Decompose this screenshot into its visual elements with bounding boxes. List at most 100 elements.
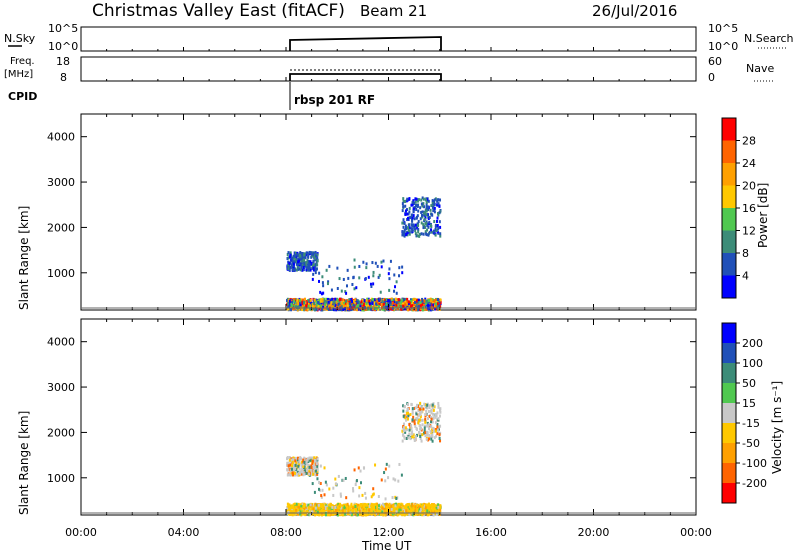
scatter-cell	[320, 292, 323, 296]
scatter-cell	[419, 434, 422, 438]
colorbar-segment	[722, 483, 736, 503]
scatter-cell	[439, 410, 442, 414]
scatter-cell	[313, 466, 316, 470]
scatter-cell	[433, 506, 436, 510]
scatter-cell	[417, 307, 420, 311]
scatter-cell	[326, 513, 329, 517]
scatter-cell	[292, 469, 295, 473]
scatter-cell	[292, 471, 295, 475]
scatter-cell	[424, 403, 427, 407]
scatter-cell	[385, 502, 388, 506]
scatter-cell	[350, 513, 353, 517]
scatter-cell	[417, 220, 420, 224]
scatter-cell	[357, 307, 360, 311]
scatter-cell	[300, 457, 303, 461]
scatter-cell	[313, 490, 316, 494]
scatter-cell	[403, 233, 406, 237]
scatter-cell	[399, 510, 402, 514]
colorbar-tick-label: -200	[742, 477, 767, 490]
scatter-cell	[427, 510, 430, 514]
scatter-cell	[300, 460, 303, 464]
scatter-cell	[373, 301, 376, 305]
scatter-cell	[397, 300, 400, 304]
scatter-cell	[291, 261, 294, 265]
scatter-cell	[317, 303, 320, 307]
scatter-cell	[293, 264, 296, 268]
scatter-cell	[406, 297, 409, 301]
scatter-cell	[301, 258, 304, 262]
scatter-cell	[376, 301, 379, 305]
scatter-cell	[359, 469, 362, 473]
scatter-cell	[419, 510, 422, 514]
scatter-cell	[293, 299, 296, 303]
scatter-cell	[430, 298, 433, 302]
scatter-cell	[321, 510, 324, 514]
scatter-cell	[311, 462, 314, 466]
scatter-cell	[372, 282, 375, 286]
scatter-cell	[434, 429, 437, 433]
scatter-cell	[371, 493, 374, 497]
scatter-cell	[300, 255, 303, 259]
scatter-cell	[432, 508, 435, 512]
scatter-cell	[377, 307, 380, 311]
scatter-cell	[294, 305, 297, 309]
scatter-cell	[292, 509, 295, 513]
scatter-cell	[287, 504, 290, 508]
scatter-cell	[436, 411, 439, 415]
nsky-label: N.Sky	[4, 32, 36, 45]
scatter-cell	[305, 268, 308, 272]
scatter-cell	[426, 213, 429, 217]
scatter-cell	[436, 224, 439, 228]
scatter-cell	[421, 196, 424, 200]
scatter-cell	[316, 512, 319, 516]
scatter-cell	[425, 503, 428, 507]
scatter-cell	[414, 232, 417, 236]
scatter-cell	[358, 505, 361, 509]
scatter-cell	[300, 507, 303, 511]
scatter-cell	[287, 507, 290, 511]
scatter-cell	[311, 459, 314, 463]
scatter-cell	[307, 463, 310, 467]
scatter-cell	[431, 510, 434, 514]
velocity-colorbar-label: Velocity [m s⁻¹]	[770, 381, 784, 474]
scatter-cell	[298, 457, 301, 461]
scatter-cell	[415, 299, 418, 303]
scatter-cell	[305, 460, 308, 464]
scatter-cell	[357, 299, 360, 303]
scatter-cell	[427, 423, 430, 427]
scatter-cell	[430, 504, 433, 508]
scatter-cell	[291, 263, 294, 267]
scatter-cell	[286, 506, 289, 510]
nsky-panel: N.Sky 10^5 10^0 10^5 10^0 N.Search	[4, 22, 794, 53]
scatter-cell	[394, 302, 397, 306]
scatter-cell	[286, 457, 289, 461]
scatter-cell	[316, 259, 319, 263]
scatter-cell	[388, 277, 391, 281]
scatter-cell	[343, 506, 346, 510]
scatter-cell	[345, 512, 348, 516]
scatter-cell	[366, 513, 369, 517]
scatter-cell	[434, 504, 437, 508]
scatter-cell	[419, 437, 422, 441]
scatter-cell	[371, 261, 374, 265]
scatter-cell	[433, 206, 436, 210]
scatter-cell	[362, 504, 365, 508]
scatter-cell	[394, 285, 397, 289]
scatter-cell	[379, 299, 382, 303]
scatter-cell	[358, 509, 361, 513]
scatter-cell	[310, 472, 313, 476]
scatter-cell	[420, 426, 423, 430]
scatter-cell	[430, 420, 433, 424]
scatter-cell	[424, 214, 427, 218]
scatter-cell	[346, 304, 349, 308]
scatter-cell	[377, 512, 380, 516]
scatter-cell	[431, 403, 434, 407]
scatter-cell	[405, 300, 408, 304]
scatter-cell	[414, 434, 417, 438]
scatter-cell	[365, 301, 368, 305]
scatter-cell	[377, 304, 380, 308]
scatter-cell	[303, 253, 306, 257]
scatter-cell	[364, 496, 367, 500]
scatter-cell	[418, 506, 421, 510]
scatter-cell	[410, 506, 413, 510]
